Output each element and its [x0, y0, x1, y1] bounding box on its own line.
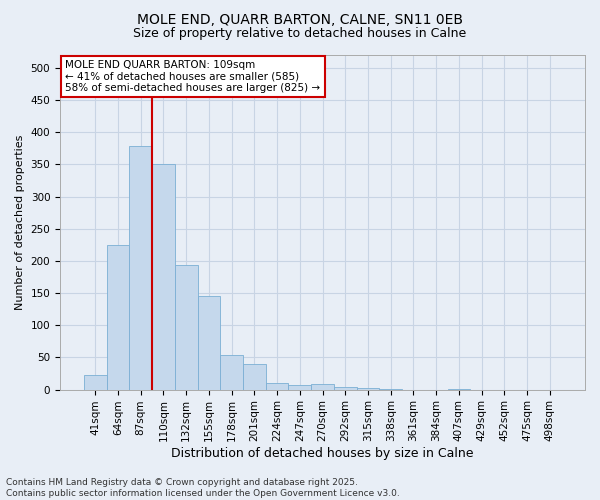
Text: MOLE END QUARR BARTON: 109sqm
← 41% of detached houses are smaller (585)
58% of : MOLE END QUARR BARTON: 109sqm ← 41% of d…	[65, 60, 320, 93]
Bar	[220, 355, 243, 390]
Bar	[197, 296, 220, 390]
Bar	[84, 376, 107, 390]
Bar	[243, 364, 266, 390]
Text: Size of property relative to detached houses in Calne: Size of property relative to detached ho…	[133, 28, 467, 40]
Bar	[311, 384, 334, 390]
Bar	[266, 382, 289, 390]
Text: MOLE END, QUARR BARTON, CALNE, SN11 0EB: MOLE END, QUARR BARTON, CALNE, SN11 0EB	[137, 12, 463, 26]
Bar	[130, 146, 152, 390]
Bar	[175, 266, 197, 390]
Bar	[448, 389, 470, 390]
Bar	[289, 385, 311, 390]
X-axis label: Distribution of detached houses by size in Calne: Distribution of detached houses by size …	[171, 447, 474, 460]
Bar	[334, 387, 356, 390]
Bar	[356, 388, 379, 390]
Text: Contains HM Land Registry data © Crown copyright and database right 2025.
Contai: Contains HM Land Registry data © Crown c…	[6, 478, 400, 498]
Bar	[379, 389, 402, 390]
Bar	[107, 246, 130, 390]
Bar	[152, 164, 175, 390]
Y-axis label: Number of detached properties: Number of detached properties	[15, 134, 25, 310]
